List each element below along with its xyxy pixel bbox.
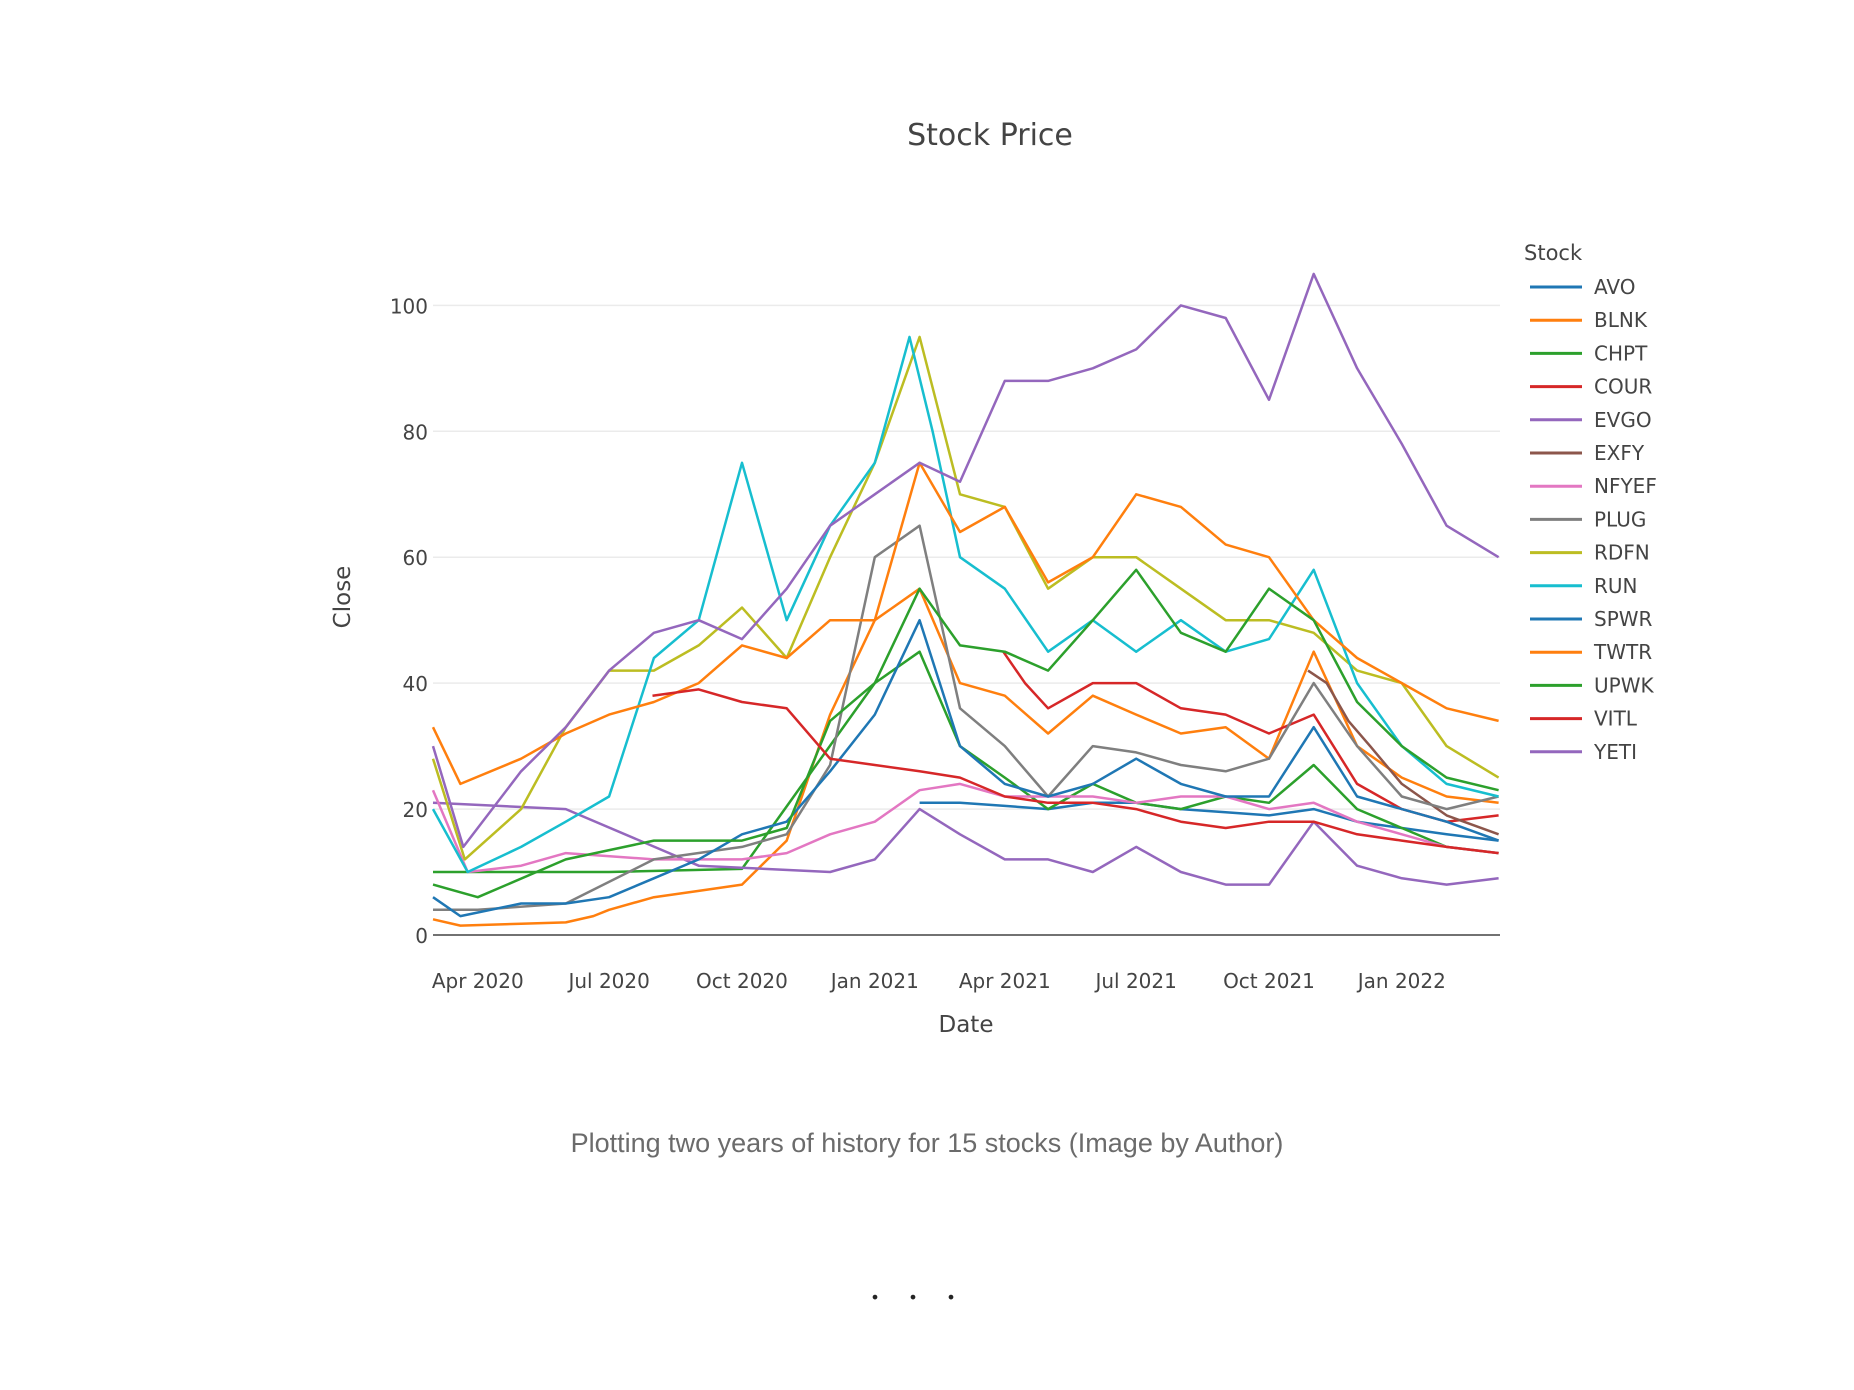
y-axis-label: Close: [330, 566, 356, 629]
plot-lines: [431, 272, 1500, 927]
legend-item-vitl[interactable]: VITL: [1530, 707, 1638, 731]
x-tick-label: Jul 2020: [566, 969, 649, 993]
legend-item-blnk[interactable]: BLNK: [1530, 308, 1648, 332]
x-tick-label: Jul 2021: [1093, 969, 1176, 993]
legend-label: AVO: [1594, 275, 1635, 299]
legend-item-yeti[interactable]: YETI: [1530, 740, 1637, 764]
series-line-evgo: [432, 801, 1499, 886]
legend-label: TWTR: [1593, 640, 1652, 664]
series-line-plug: [433, 524, 1499, 912]
legend-label: EVGO: [1594, 408, 1652, 432]
legend-label: SPWR: [1594, 607, 1653, 631]
series-line-run: [431, 335, 1499, 874]
series-line-avo: [919, 801, 1499, 842]
legend-label: COUR: [1594, 375, 1652, 399]
x-tick-label: Apr 2020: [432, 969, 524, 993]
legend-label: UPWK: [1594, 673, 1654, 697]
x-tick-label: Jan 2022: [1356, 969, 1446, 993]
x-tick-label: Apr 2021: [959, 969, 1051, 993]
chart-title: Stock Price: [907, 118, 1073, 153]
legend-item-run[interactable]: RUN: [1530, 574, 1638, 598]
legend[interactable]: AVO BLNK CHPT COUR EVGO EXFY NFYEF PLUG RDFN RUN S…: [1530, 275, 1657, 764]
legend-label: NFYEF: [1594, 474, 1657, 498]
legend-item-exfy[interactable]: EXFY: [1530, 441, 1645, 465]
y-tick-label: 20: [403, 798, 428, 822]
section-separator: ...: [870, 1263, 984, 1308]
x-tick-label: Oct 2021: [1223, 969, 1315, 993]
stock-price-chart: Stock Price 0 20 40 60 80 100 Apr 2020 Jul 202…: [330, 118, 1657, 1038]
series-line-twtr: [431, 461, 1499, 786]
legend-item-upwk[interactable]: UPWK: [1530, 673, 1654, 697]
legend-label: EXFY: [1594, 441, 1645, 465]
y-tick-labels: 0 20 40 60 80 100: [390, 294, 428, 948]
legend-item-chpt[interactable]: CHPT: [1530, 341, 1648, 365]
x-axis-label: Date: [939, 1012, 994, 1038]
x-tick-label: Jan 2021: [829, 969, 919, 993]
legend-label: CHPT: [1594, 341, 1648, 365]
legend-item-spwr[interactable]: SPWR: [1530, 607, 1653, 631]
series-line-yeti: [431, 272, 1500, 849]
y-tick-label: 80: [403, 420, 428, 444]
legend-item-twtr[interactable]: TWTR: [1530, 640, 1652, 664]
legend-label: VITL: [1594, 707, 1638, 731]
legend-label: PLUG: [1594, 507, 1646, 531]
legend-item-cour[interactable]: COUR: [1530, 375, 1652, 399]
legend-label: RUN: [1594, 574, 1638, 598]
gridlines: [433, 304, 1500, 810]
legend-item-rdfn[interactable]: RDFN: [1530, 541, 1650, 565]
legend-item-evgo[interactable]: EVGO: [1530, 408, 1652, 432]
legend-label: YETI: [1593, 740, 1637, 764]
y-tick-label: 60: [403, 546, 428, 570]
legend-label: RDFN: [1594, 541, 1650, 565]
series-line-blnk: [432, 587, 1499, 927]
y-tick-label: 100: [390, 294, 428, 318]
x-tick-labels: Apr 2020 Jul 2020 Oct 2020 Jan 2021 Apr 2021…: [432, 969, 1446, 993]
series-line-vitl: [652, 688, 1499, 855]
figure-caption: Plotting two years of history for 15 sto…: [570, 1128, 1284, 1158]
legend-item-nfyef[interactable]: NFYEF: [1530, 474, 1657, 498]
legend-item-avo[interactable]: AVO: [1530, 275, 1635, 299]
series-line-spwr: [432, 618, 1500, 918]
legend-item-plug[interactable]: PLUG: [1530, 507, 1646, 531]
series-line-upwk: [432, 568, 1499, 899]
y-tick-label: 40: [403, 672, 428, 696]
legend-label: BLNK: [1594, 308, 1648, 332]
legend-title: Stock: [1524, 241, 1583, 265]
series-line-exfy: [1307, 669, 1500, 836]
series-line-chpt: [433, 650, 1499, 874]
y-tick-label: 0: [415, 924, 428, 948]
x-tick-label: Oct 2020: [696, 969, 788, 993]
